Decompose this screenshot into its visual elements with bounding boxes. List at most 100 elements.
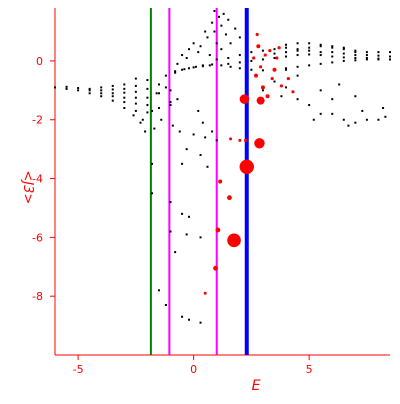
black-data-point: [261, 69, 264, 72]
black-data-point: [308, 104, 311, 107]
black-data-point: [111, 95, 114, 98]
black-data-point: [157, 106, 160, 109]
black-data-point: [176, 98, 179, 101]
y-tick-label: -6: [32, 231, 43, 244]
black-data-point: [338, 83, 341, 86]
black-data-point: [123, 101, 126, 104]
red-data-point: [213, 265, 218, 271]
x-tick-label: -5: [73, 363, 84, 376]
black-data-point: [238, 54, 241, 57]
black-data-point: [134, 102, 137, 105]
black-data-point: [201, 121, 204, 124]
black-data-point: [331, 61, 334, 64]
black-data-point: [261, 49, 264, 52]
black-data-point: [134, 96, 137, 99]
black-data-point: [319, 112, 322, 115]
black-data-point: [280, 95, 283, 98]
black-data-point: [296, 74, 299, 77]
black-data-point: [146, 104, 149, 107]
black-data-point: [296, 42, 299, 45]
black-data-point: [342, 59, 345, 62]
black-data-point: [365, 58, 368, 61]
black-data-point: [176, 62, 179, 65]
black-data-point: [139, 121, 142, 124]
black-data-point: [215, 139, 218, 142]
black-data-point: [331, 51, 334, 54]
black-data-point: [206, 165, 209, 168]
black-data-point: [164, 86, 167, 89]
black-data-point: [151, 192, 154, 195]
black-data-point: [296, 48, 299, 51]
black-data-point: [273, 80, 276, 83]
black-data-point: [308, 53, 311, 56]
black-data-point: [319, 54, 322, 57]
black-data-point: [222, 12, 225, 15]
black-data-point: [296, 65, 299, 68]
black-data-point: [188, 318, 190, 321]
red-data-point: [268, 49, 272, 53]
black-data-point: [365, 118, 368, 121]
black-data-point: [285, 67, 288, 70]
black-data-point: [285, 51, 288, 54]
y-tick-label: 0: [36, 55, 43, 68]
black-data-point: [285, 46, 288, 49]
black-data-point: [88, 87, 91, 90]
black-data-point: [164, 304, 167, 307]
y-axis-title: <J3>: [20, 170, 35, 204]
black-data-point: [157, 289, 160, 292]
black-data-point: [377, 54, 380, 57]
black-data-point: [153, 127, 156, 130]
black-data-point: [250, 68, 253, 71]
red-data-point: [255, 32, 259, 37]
black-data-point: [213, 9, 216, 12]
black-data-point: [342, 118, 345, 121]
black-data-point: [197, 109, 200, 112]
red-data-point: [263, 53, 267, 57]
black-data-point: [211, 21, 214, 24]
black-data-point: [208, 54, 211, 57]
black-data-point: [123, 96, 126, 99]
black-data-point: [194, 65, 197, 68]
black-data-point: [347, 124, 350, 127]
black-data-point: [192, 66, 195, 69]
black-data-point: [164, 74, 167, 77]
black-data-point: [227, 56, 230, 59]
black-data-point: [77, 89, 80, 92]
black-data-point: [171, 124, 174, 127]
black-data-point: [319, 62, 322, 65]
black-data-point: [111, 84, 114, 87]
black-data-point: [199, 321, 202, 324]
black-data-point: [234, 27, 237, 30]
black-data-point: [365, 54, 368, 57]
black-data-point: [342, 52, 345, 55]
black-data-point: [365, 51, 368, 54]
black-data-point: [308, 64, 311, 67]
black-data-point: [319, 89, 322, 92]
black-data-point: [146, 96, 149, 99]
black-data-point: [365, 56, 368, 59]
black-data-point: [308, 49, 311, 52]
black-data-point: [296, 49, 299, 52]
black-data-point: [174, 251, 177, 254]
red-data-point: [256, 44, 261, 49]
red-data-point: [256, 96, 265, 105]
black-data-point: [192, 133, 195, 136]
black-data-point: [211, 63, 214, 66]
black-data-point: [354, 121, 357, 124]
black-data-point: [111, 99, 114, 102]
red-data-point: [252, 56, 256, 60]
black-data-point: [157, 92, 160, 95]
black-data-point: [188, 215, 190, 218]
red-data-point: [229, 137, 233, 141]
red-data-point: [203, 291, 207, 295]
black-data-point: [201, 65, 204, 68]
black-data-point: [220, 24, 223, 27]
black-data-point: [123, 87, 126, 90]
black-data-point: [134, 77, 137, 80]
black-data-point: [389, 58, 391, 61]
black-data-point: [215, 58, 218, 61]
black-data-point: [146, 111, 149, 114]
black-data-point: [123, 91, 126, 94]
black-data-point: [229, 65, 232, 68]
